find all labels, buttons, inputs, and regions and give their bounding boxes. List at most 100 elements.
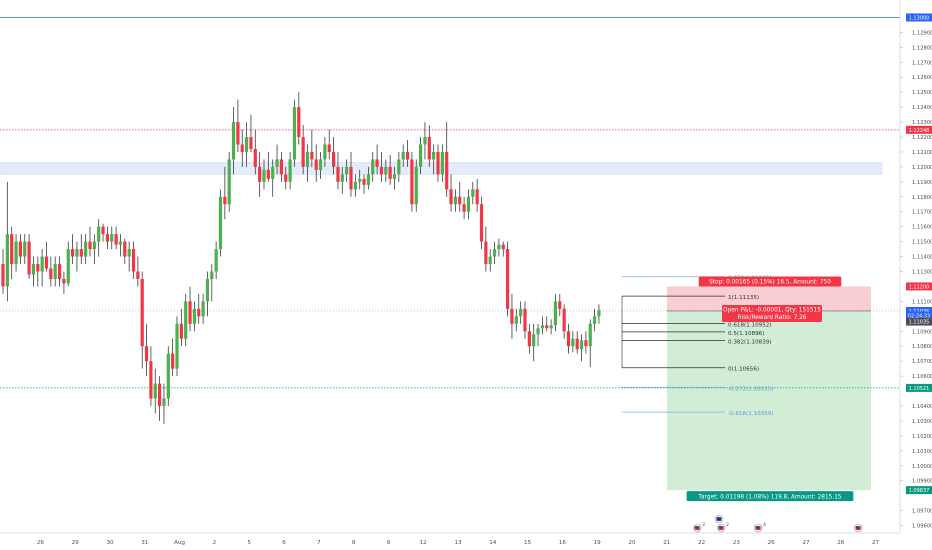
price-badge-box bbox=[906, 306, 932, 315]
price-tick-label: 1.12100 bbox=[912, 150, 932, 156]
candle-body bbox=[345, 166, 349, 175]
price-badge-box bbox=[906, 486, 932, 495]
candle-body bbox=[44, 256, 49, 269]
candle-body bbox=[127, 249, 131, 257]
candle-body bbox=[553, 301, 558, 326]
event-flag-icon[interactable] bbox=[853, 523, 863, 533]
fib-label-4: 0(1.10656) bbox=[728, 367, 759, 373]
candle-body bbox=[375, 159, 379, 167]
price-badge-5[interactable]: 1.11035 bbox=[906, 317, 932, 326]
candle-body bbox=[571, 338, 575, 347]
candle-body bbox=[523, 308, 527, 332]
price-tick-label: 1.12500 bbox=[912, 90, 932, 96]
date-tick-label: Aug bbox=[174, 540, 185, 546]
price-badge-text: 1.10521 bbox=[909, 386, 930, 392]
candle-body bbox=[123, 241, 127, 257]
candle-body bbox=[201, 301, 205, 317]
candle-body bbox=[427, 137, 431, 160]
price-tick-label: 1.12700 bbox=[912, 60, 932, 66]
candle-body bbox=[297, 107, 301, 138]
candle-body bbox=[405, 151, 410, 160]
candle-body bbox=[144, 346, 149, 362]
candle-body bbox=[131, 249, 136, 272]
price-tick-label: 1.12000 bbox=[912, 165, 932, 171]
date-tick-label: 21 bbox=[663, 540, 671, 546]
candle-body bbox=[484, 241, 488, 265]
date-tick-label: 13 bbox=[454, 540, 462, 546]
price-badge-4[interactable]: 02:24:33 bbox=[906, 311, 932, 320]
price-tick-label: 1.10100 bbox=[912, 449, 932, 455]
candle-body bbox=[536, 328, 540, 335]
candle-body bbox=[445, 151, 449, 190]
event-flag-icon[interactable] bbox=[714, 514, 724, 524]
position-reward-zone[interactable] bbox=[667, 310, 871, 491]
candle-body bbox=[475, 189, 479, 205]
candle-body bbox=[358, 178, 362, 182]
candle-body bbox=[262, 169, 266, 182]
price-badge-text: 1.11200 bbox=[909, 284, 930, 290]
price-tick-label: 1.11800 bbox=[912, 195, 932, 201]
price-badge-6[interactable]: 1.10521 bbox=[906, 383, 932, 392]
candle-body bbox=[488, 256, 492, 265]
candle-body bbox=[349, 166, 353, 190]
candle-body bbox=[392, 174, 397, 179]
candle-body bbox=[323, 144, 327, 160]
price-badge-box bbox=[906, 317, 932, 326]
date-tick-label: 22 bbox=[698, 540, 705, 546]
candle-body bbox=[379, 166, 384, 175]
date-tick-label: 9 bbox=[387, 540, 391, 546]
candle-body bbox=[5, 234, 9, 287]
candle-body bbox=[92, 241, 96, 250]
event-flag-icon[interactable]: 4 bbox=[753, 522, 766, 533]
price-badge-box bbox=[906, 383, 932, 392]
candle-body bbox=[49, 268, 53, 279]
price-tick-label: 1.11300 bbox=[912, 270, 932, 276]
candle-body bbox=[231, 122, 236, 160]
price-badge-0[interactable]: 1.13000 bbox=[906, 13, 932, 22]
candle-body bbox=[597, 310, 601, 317]
candle-body bbox=[318, 159, 323, 170]
price-badge-2[interactable]: 1.11200 bbox=[906, 282, 932, 291]
candle-body bbox=[519, 308, 523, 317]
price-badge-box bbox=[906, 311, 932, 320]
candle-body bbox=[253, 148, 257, 167]
candle-body bbox=[284, 174, 288, 182]
event-count: 2 bbox=[726, 522, 729, 528]
candle-body bbox=[436, 151, 440, 175]
date-tick-label: 20 bbox=[628, 540, 636, 546]
target-label-text: Target: 0.01198 (1.08%) 119.8, Amount: 2… bbox=[697, 494, 841, 500]
price-tick-label: 1.12900 bbox=[912, 30, 932, 36]
candle-body bbox=[171, 353, 175, 369]
event-flag-canton bbox=[718, 526, 721, 528]
candle-body bbox=[479, 204, 484, 242]
price-tick-label: 1.12600 bbox=[912, 75, 932, 81]
price-tick-label: 1.12300 bbox=[912, 120, 932, 126]
candle-body bbox=[414, 166, 418, 205]
price-badge-text: 1.11035 bbox=[909, 320, 930, 326]
candle-body bbox=[223, 196, 227, 205]
fib-label-1: 0.618(1.10952) bbox=[728, 323, 772, 329]
candle-body bbox=[245, 137, 249, 152]
date-tick-label: 27 bbox=[872, 540, 880, 546]
event-flag-icon[interactable]: 2 bbox=[716, 522, 729, 533]
price-badge-box bbox=[906, 13, 932, 22]
price-badge-7[interactable]: 1.09837 bbox=[906, 486, 932, 495]
candle-body bbox=[240, 144, 244, 152]
date-tick-label: 14 bbox=[489, 540, 497, 546]
event-count: 2 bbox=[702, 522, 705, 528]
candle-body bbox=[14, 241, 18, 265]
price-tick-label: 1.11100 bbox=[912, 299, 932, 305]
event-flag-icon[interactable]: 2 bbox=[692, 522, 705, 533]
price-tick-label: 1.12800 bbox=[912, 45, 932, 51]
event-flag-canton bbox=[755, 526, 758, 528]
date-tick-label: 26 bbox=[37, 540, 45, 546]
candle-body bbox=[105, 234, 109, 242]
candle-body bbox=[236, 122, 240, 145]
price-tick-label: 1.10600 bbox=[912, 374, 932, 380]
date-tick-label: 27 bbox=[802, 540, 810, 546]
candle-body bbox=[149, 361, 153, 399]
price-badge-1[interactable]: 1.12248 bbox=[906, 125, 932, 134]
date-tick-label: 29 bbox=[72, 540, 80, 546]
candle-body bbox=[501, 244, 505, 250]
